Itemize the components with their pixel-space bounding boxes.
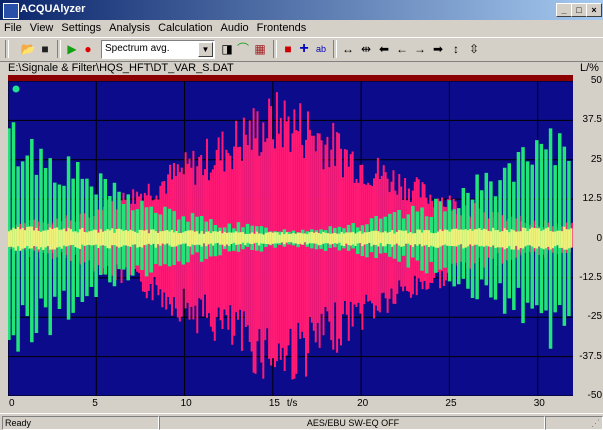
menu-analysis[interactable]: Analysis (109, 22, 151, 34)
y-tick-label: 50 (590, 75, 602, 86)
resize-grip-icon[interactable]: ⋰ (591, 418, 600, 428)
minimize-button[interactable]: _ (556, 3, 572, 17)
y-tick-label: 0 (596, 232, 602, 244)
zoom-vertical-compress-icon[interactable]: ⇳ (468, 42, 480, 56)
menu-bar: File View Settings Analysis Calculation Audio… (0, 20, 603, 37)
x-tick-label: 25 (445, 398, 457, 409)
y-tick-label: -12.5 (579, 271, 602, 283)
menu-frontends[interactable]: Frontends (256, 22, 307, 34)
y-tick-label: -37.5 (579, 350, 602, 362)
trace-2 (8, 226, 573, 251)
maximize-button[interactable]: □ (571, 3, 587, 17)
record-icon[interactable]: ● (84, 42, 92, 56)
chevron-down-icon[interactable]: ▼ (198, 42, 213, 57)
y-tick-label: 12.5 (582, 193, 602, 205)
arrow-left-bold-icon[interactable]: ⬅ (378, 42, 390, 56)
properties-icon[interactable]: ◨ (221, 42, 233, 56)
grid-icon[interactable]: ▦ (254, 42, 266, 56)
toolbar-separator (333, 40, 337, 58)
plot-marker-icon (12, 85, 20, 93)
x-tick-label: 5 (92, 398, 98, 409)
arrow-right-icon[interactable]: → (414, 42, 426, 56)
menu-audio[interactable]: Audio (220, 22, 249, 34)
play-icon[interactable]: ▶ (67, 42, 77, 56)
title-bar: ACQUAlyzer _ □ × (0, 0, 603, 20)
wave-icon[interactable]: ⌒ (236, 42, 249, 56)
close-button[interactable]: × (586, 3, 602, 17)
menu-settings[interactable]: Settings (61, 22, 102, 34)
y-tick-label: 37.5 (582, 114, 602, 126)
toolbar-separator (273, 40, 277, 58)
y-unit-label: L/% (580, 62, 599, 74)
menu-calculation[interactable]: Calculation (158, 22, 213, 34)
x-tick-label: 15 (268, 398, 280, 409)
menu-file[interactable]: File (4, 22, 22, 34)
toolbar-separator (5, 40, 9, 58)
x-axis-title: t/s (286, 398, 298, 409)
status-bar: Ready AES/EBU SW-EQ OFF ⋰ (0, 413, 603, 430)
status-ready: Ready (2, 416, 159, 430)
toolbar-separator (57, 40, 61, 58)
plot-traces (8, 92, 573, 380)
toolbar: 📂 ■ ▶ ● Spectrum avg. ▼ ◨ ⌒ ▦ ■ + ab ↔ ⇹… (0, 37, 603, 62)
app-icon (3, 3, 19, 19)
zoom-horizontal-compress-icon[interactable]: ⇹ (360, 42, 372, 56)
save-icon[interactable]: ■ (41, 42, 49, 56)
cursor-cross-icon[interactable]: + (299, 40, 309, 57)
open-folder-icon[interactable]: 📂 (20, 42, 36, 56)
menu-view[interactable]: View (29, 22, 54, 34)
status-io-mode: AES/EBU SW-EQ OFF (159, 416, 545, 430)
text-label-icon[interactable]: ab (315, 44, 326, 54)
zoom-vertical-expand-icon[interactable]: ↕ (453, 42, 459, 56)
y-tick-label: 25 (590, 153, 602, 165)
zoom-horizontal-expand-icon[interactable]: ↔ (342, 42, 354, 56)
window-title: ACQUAlyzer (20, 3, 86, 15)
color-square-icon[interactable]: ■ (284, 42, 292, 56)
plot-header-bar (8, 75, 573, 81)
arrow-right-bold-icon[interactable]: ➡ (432, 42, 444, 56)
x-tick-label: 20 (357, 398, 369, 409)
file-path: E:\Signale & Filter\HQS_HFT\DT_VAR_S.DAT (8, 62, 234, 74)
analysis-mode-select[interactable]: Spectrum avg. ▼ (101, 40, 215, 59)
y-tick-label: -25 (587, 311, 602, 323)
x-tick-label: 10 (180, 398, 192, 409)
y-tick-label: -50 (587, 390, 602, 401)
waveform-plot[interactable] (8, 81, 573, 396)
analysis-mode-value: Spectrum avg. (105, 43, 170, 54)
x-tick-label: 30 (533, 398, 545, 409)
x-tick-label: 0 (9, 398, 15, 409)
arrow-left-icon[interactable]: ← (396, 42, 408, 56)
